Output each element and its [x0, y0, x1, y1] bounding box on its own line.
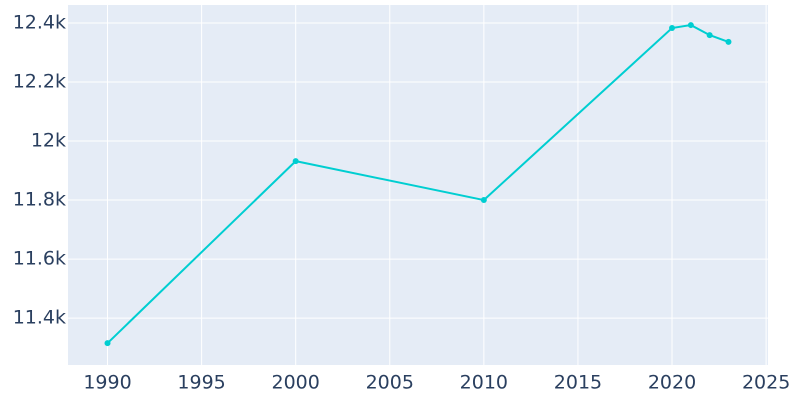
point	[480, 197, 487, 204]
point	[104, 340, 111, 347]
y-tick-label: 12.4k	[13, 12, 66, 34]
x-tick-label: 1995	[177, 372, 225, 394]
x-tick-label: 2020	[648, 372, 696, 394]
x-tick-label: 2000	[272, 372, 320, 394]
y-tick-label: 12.2k	[13, 71, 66, 93]
y-tick-label: 11.8k	[13, 189, 66, 211]
y-tick-label: 11.6k	[13, 248, 66, 270]
plot-area	[68, 5, 768, 365]
point	[706, 32, 713, 39]
y-tick-label: 12k	[31, 130, 66, 152]
point	[669, 25, 676, 32]
y-tick-label: 11.4k	[13, 307, 66, 329]
x-tick-label: 2015	[554, 372, 602, 394]
x-tick-label: 2005	[366, 372, 414, 394]
point	[687, 22, 694, 29]
x-tick-label: 1990	[83, 372, 131, 394]
x-tick-label: 2010	[460, 372, 508, 394]
point	[292, 158, 299, 165]
x-tick-label: 2025	[742, 372, 790, 394]
point	[725, 38, 732, 45]
